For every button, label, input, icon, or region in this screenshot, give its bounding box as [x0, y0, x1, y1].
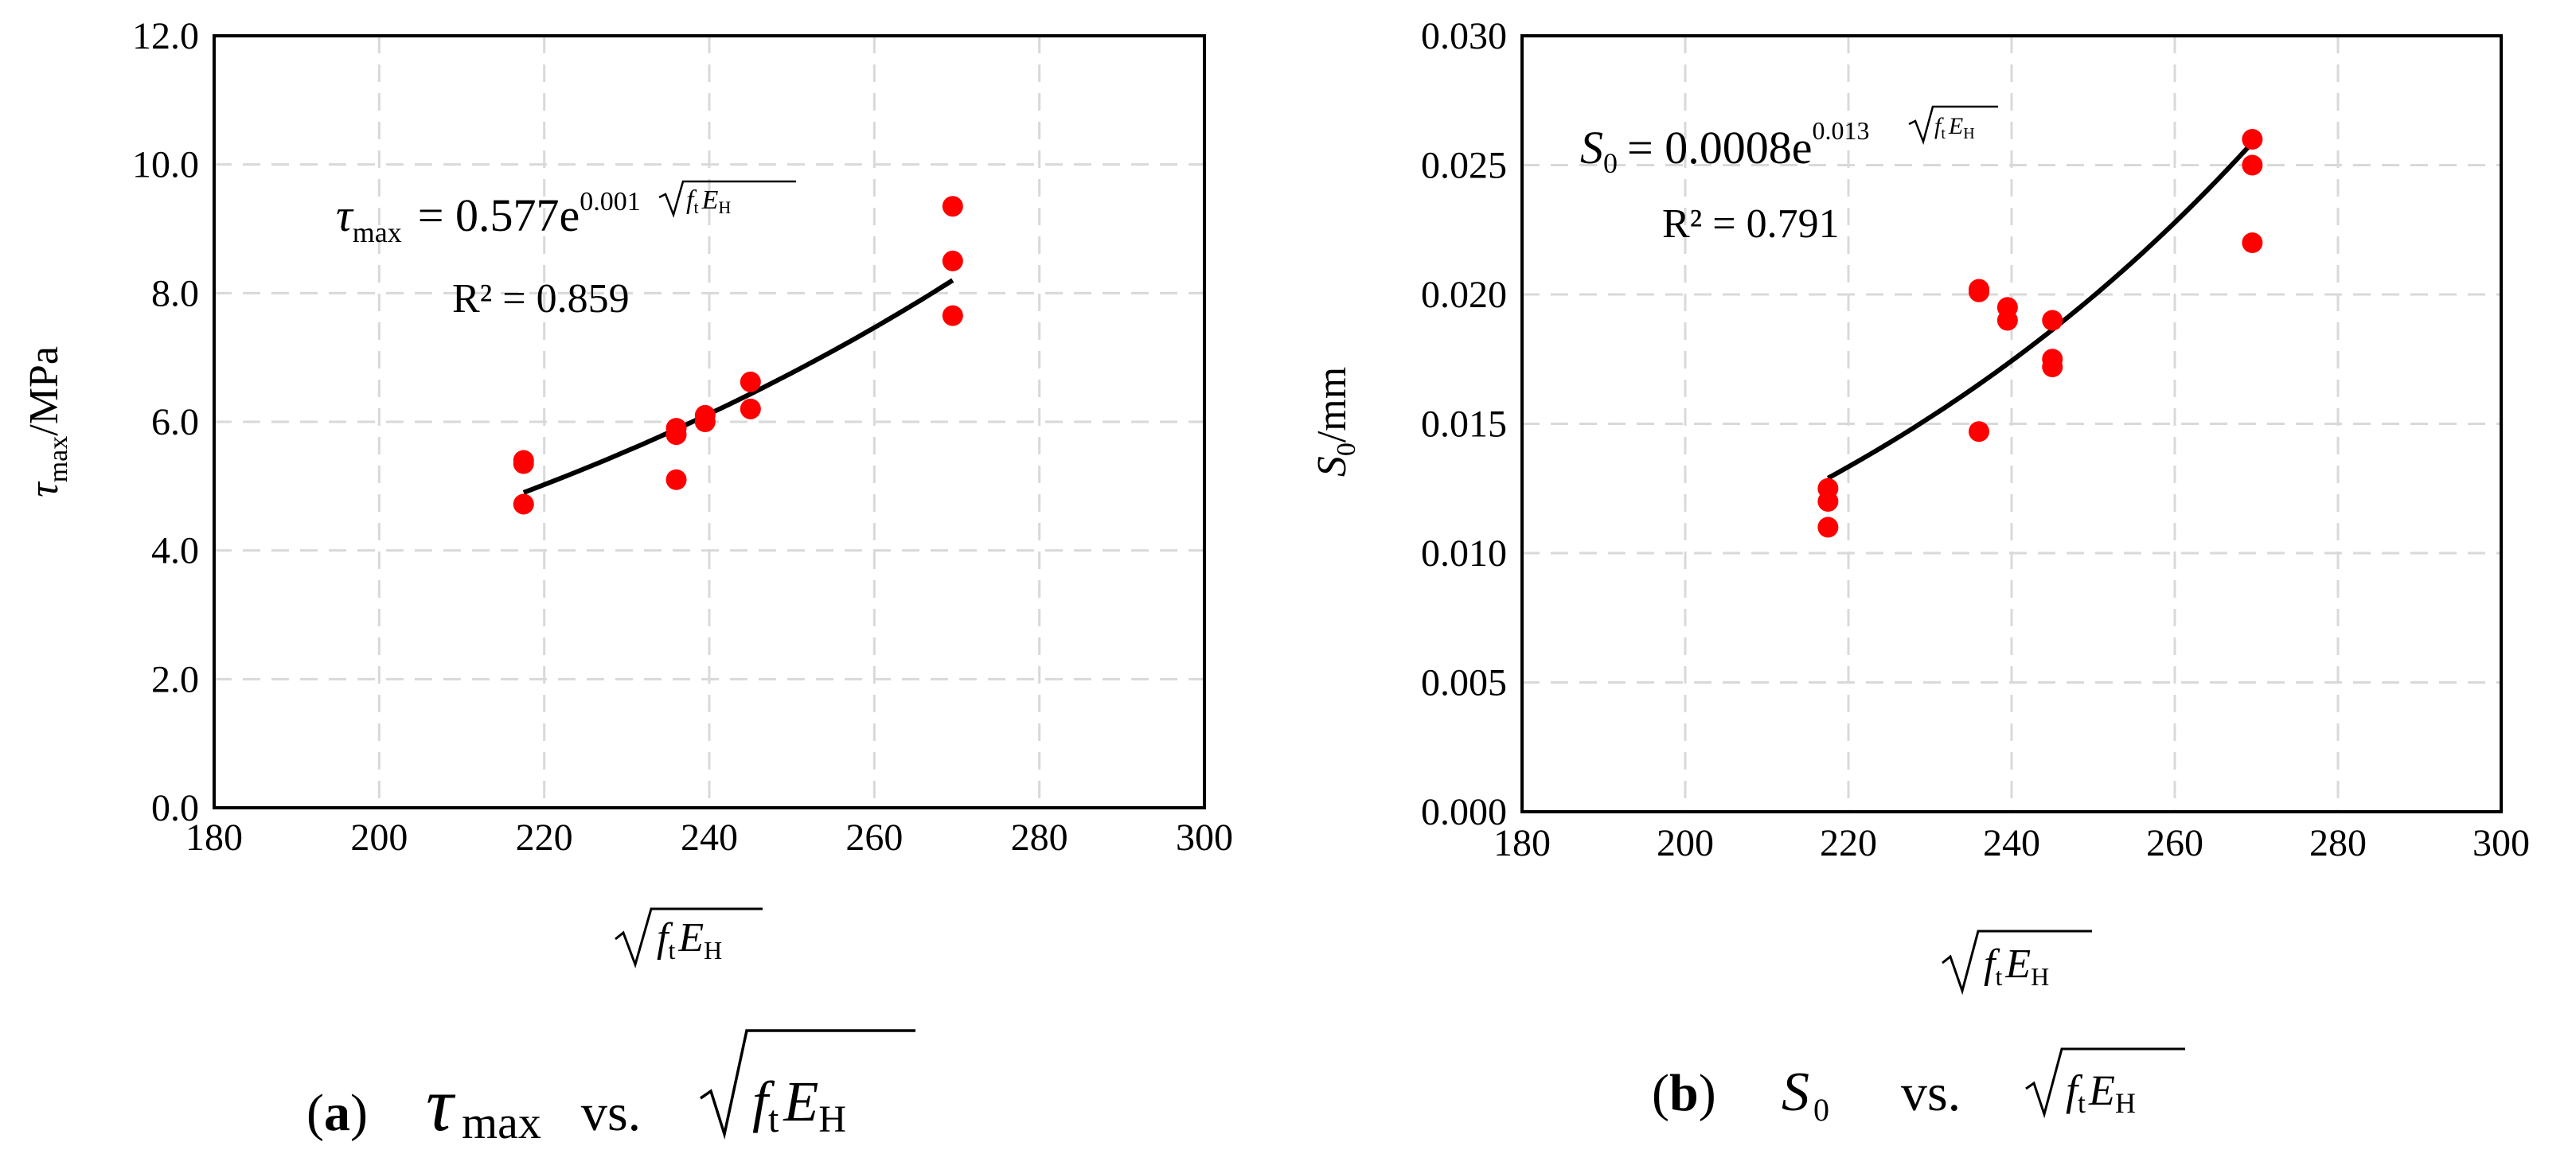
y-tick-labels-a: 0.0 2.0 4.0 6.0 8.0 10.0 12.0	[132, 15, 199, 829]
x-tick-label: 280	[2309, 822, 2367, 864]
y-tick-label: 0.005	[1421, 662, 1507, 704]
data-point	[1817, 517, 1839, 538]
data-point	[513, 453, 534, 474]
y-tick-label: 0.015	[1421, 403, 1507, 446]
svg-text:(b): (b)	[1652, 1064, 1716, 1122]
x-tick-label: 300	[2473, 822, 2530, 864]
svg-text:ftEH: ftEH	[1984, 941, 2049, 991]
data-point	[740, 398, 761, 419]
x-tick-label: 260	[2146, 822, 2203, 864]
r-squared-b: R² = 0.791	[1662, 201, 1840, 247]
svg-text:(a): (a)	[306, 1084, 368, 1142]
data-point	[740, 371, 761, 392]
svg-text:S0= 0.0008e0.013: S0 = 0.0008e0.013	[1580, 116, 1869, 179]
y-tick-label: 0.030	[1421, 15, 1507, 57]
y-tick-label: 4.0	[151, 530, 199, 572]
equation-a: τmax = 0.577e0.001 ft EH	[336, 180, 796, 248]
y-tick-label: 0.000	[1421, 791, 1507, 833]
caption-a: (a) τ max vs. ftEH	[306, 1029, 915, 1148]
data-point	[942, 250, 963, 271]
y-tick-label: 8.0	[151, 272, 199, 314]
y-tick-label: 12.0	[132, 15, 199, 57]
x-tick-label: 200	[350, 817, 408, 859]
gridlines-b	[1522, 36, 2501, 812]
data-point	[665, 469, 687, 490]
svg-text:ftEH: ftEH	[752, 1070, 846, 1140]
data-point	[2242, 232, 2263, 253]
data-point	[2042, 310, 2063, 331]
chart-panel-b: 180 200 220 240 260 280 300 0.0000.0050.0100.0…	[1309, 15, 2530, 1128]
x-axis-label-b: ftEH	[1942, 930, 2092, 996]
y-axis-label-b: S0/mm	[1309, 367, 1361, 477]
chart-panel-a: 180 200 220 240 260 280 300 0.0 2.0 4.0 6.0 8.0 10.…	[21, 15, 1233, 1148]
radical-sign-x-b	[1942, 930, 2092, 996]
x-tick-label: 220	[516, 817, 573, 859]
x-axis-label-a: ftEH	[615, 907, 763, 969]
trendline-a	[522, 278, 954, 495]
r-squared-a: R² = 0.859	[452, 276, 630, 322]
x-tick-label: 180	[185, 817, 243, 859]
y-tick-label: 10.0	[132, 144, 199, 186]
x-tick-label: 180	[1493, 822, 1551, 864]
x-tick-label: 300	[1176, 817, 1233, 859]
svg-text:S: S	[1782, 1062, 1809, 1123]
radical-sign-caption-b	[2025, 1047, 2185, 1119]
radical-sign-eq-a	[658, 180, 796, 218]
caption-b: (b) S 0 vs. ftEH	[1652, 1047, 2185, 1128]
data-points-b	[1817, 129, 2263, 538]
data-point	[1817, 491, 1839, 512]
x-tick-label: 260	[845, 817, 903, 859]
data-point	[1969, 421, 1989, 442]
svg-text:vs.: vs.	[1901, 1064, 1961, 1122]
x-tick-label: 220	[1820, 822, 1877, 864]
data-point	[2042, 357, 2063, 377]
y-axis-label-a: τmax/MPa	[21, 346, 73, 497]
y-tick-label: 0.010	[1421, 532, 1507, 575]
data-point	[1969, 281, 1989, 302]
radical-sign-eq-b	[1908, 105, 1998, 146]
plot-frame-a	[213, 34, 1206, 809]
y-tick-label: 2.0	[151, 658, 199, 700]
radical-sign-caption-a	[700, 1029, 915, 1140]
svg-text:max: max	[462, 1097, 541, 1148]
y-tick-label: 6.0	[151, 401, 199, 443]
x-tick-label: 240	[1983, 822, 2040, 864]
svg-text:ftEH: ftEH	[2066, 1066, 2136, 1119]
x-tick-labels-b: 180 200 220 240 260 280 300	[1493, 822, 2530, 864]
y-tick-label: 0.020	[1421, 274, 1507, 316]
data-point	[665, 424, 687, 446]
data-point	[2242, 154, 2263, 176]
svg-text:0: 0	[1813, 1092, 1829, 1128]
svg-text:τmax= 0.577e0.001: τmax = 0.577e0.001	[336, 187, 641, 248]
data-points-a	[513, 196, 963, 515]
data-point	[1996, 310, 2018, 331]
x-tick-label: 240	[681, 817, 738, 859]
svg-text:vs.: vs.	[581, 1084, 641, 1142]
plot-frame-b	[1520, 34, 2503, 813]
x-tick-label: 200	[1657, 822, 1714, 864]
y-tick-label: 0.0	[151, 787, 199, 829]
trendline-b	[1826, 145, 2250, 481]
data-point	[513, 493, 534, 515]
svg-text:ftEH: ftEH	[686, 185, 731, 217]
svg-text:τ: τ	[426, 1062, 456, 1147]
y-tick-label: 0.025	[1421, 145, 1507, 187]
y-tick-labels-b: 0.000 0.005 0.010 0.015 0.020 0.025 0.030	[1421, 15, 1507, 833]
radical-sign-x-a	[615, 907, 763, 969]
svg-text:ftEH: ftEH	[657, 915, 722, 965]
x-tick-labels-a: 180 200 220 240 260 280 300	[185, 817, 1233, 859]
svg-text:ftEH: ftEH	[1934, 113, 1975, 142]
equation-b: S0 = 0.0008e0.013 ft EH	[1580, 105, 1998, 179]
data-point	[942, 305, 963, 326]
data-point	[694, 411, 716, 432]
data-point	[2242, 129, 2263, 150]
x-tick-label: 280	[1011, 817, 1068, 859]
data-point	[942, 196, 963, 217]
